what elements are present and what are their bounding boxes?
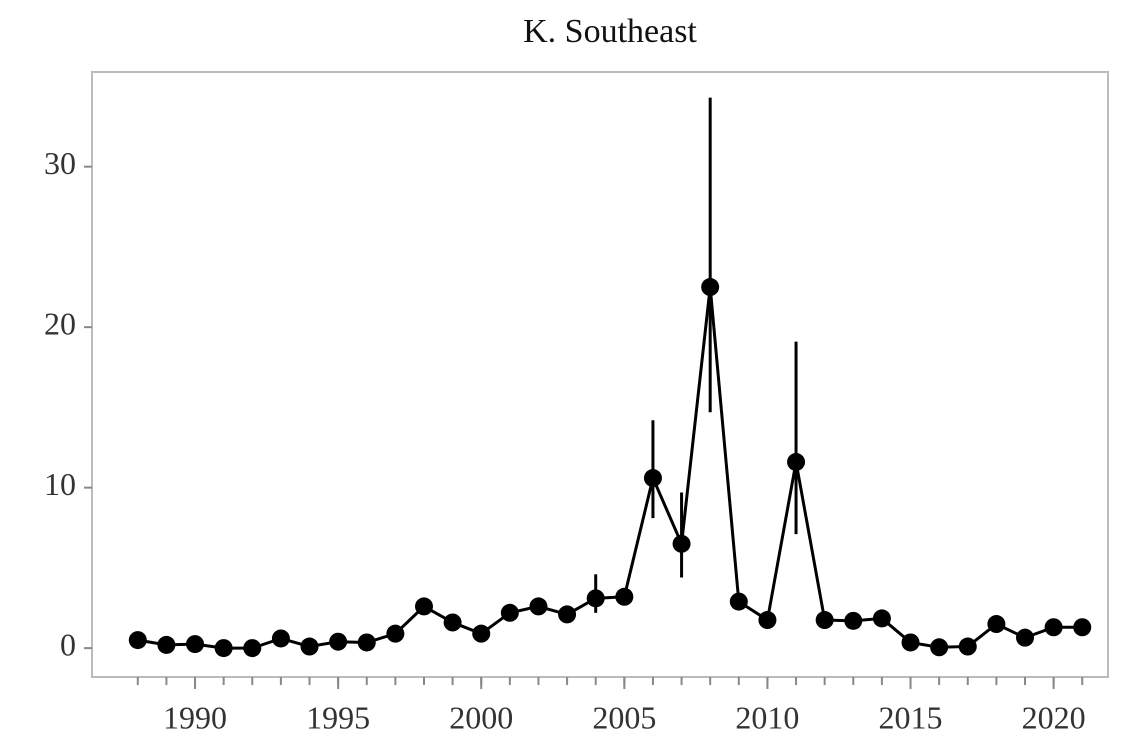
x-tick-label: 2000 bbox=[449, 699, 513, 735]
data-point bbox=[758, 611, 777, 630]
data-point bbox=[615, 587, 634, 606]
data-point bbox=[214, 639, 233, 658]
series-line bbox=[137, 285, 1083, 650]
data-point bbox=[443, 613, 462, 632]
data-point bbox=[701, 278, 720, 297]
data-point bbox=[987, 615, 1006, 634]
x-tick-label: 2020 bbox=[1022, 699, 1086, 735]
data-point bbox=[872, 609, 891, 628]
data-point bbox=[414, 597, 433, 616]
data-point bbox=[1073, 618, 1092, 637]
x-tick-label: 1995 bbox=[306, 699, 370, 735]
y-tick-label: 10 bbox=[44, 466, 76, 502]
data-point bbox=[958, 637, 977, 656]
y-tick-label: 30 bbox=[44, 145, 76, 181]
data-point bbox=[186, 635, 205, 654]
data-point bbox=[729, 592, 748, 611]
data-point bbox=[357, 633, 376, 652]
data-point bbox=[787, 452, 806, 471]
chart-title: K. Southeast bbox=[523, 13, 697, 50]
data-point bbox=[815, 611, 834, 630]
data-point bbox=[500, 603, 519, 622]
data-point bbox=[558, 605, 577, 624]
data-point bbox=[672, 534, 691, 553]
data-point bbox=[1044, 618, 1063, 637]
data-point bbox=[844, 611, 863, 630]
x-tick-label: 2005 bbox=[592, 699, 656, 735]
data-point bbox=[386, 624, 405, 643]
y-tick-label: 0 bbox=[60, 626, 76, 662]
data-point bbox=[529, 597, 548, 616]
y-tick-label: 20 bbox=[44, 306, 76, 342]
data-point bbox=[329, 632, 348, 651]
x-tick-label: 2010 bbox=[735, 699, 799, 735]
data-point bbox=[300, 637, 319, 656]
data-point bbox=[472, 624, 491, 643]
plot-frame bbox=[91, 71, 1109, 678]
data-point bbox=[1016, 628, 1035, 647]
data-point bbox=[643, 469, 662, 488]
data-point bbox=[157, 635, 176, 654]
data-point bbox=[243, 639, 262, 658]
x-tick-label: 1990 bbox=[163, 699, 227, 735]
data-point bbox=[901, 633, 920, 652]
data-point bbox=[586, 589, 605, 608]
data-point bbox=[271, 629, 290, 648]
data-point bbox=[128, 631, 147, 650]
x-tick-label: 2015 bbox=[879, 699, 943, 735]
data-point bbox=[930, 638, 949, 657]
